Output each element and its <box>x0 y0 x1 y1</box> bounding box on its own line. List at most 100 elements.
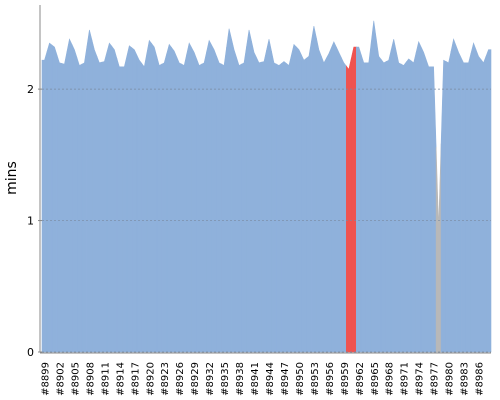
area-segment <box>341 57 347 353</box>
area-segment <box>410 52 417 353</box>
area-segment <box>131 47 138 353</box>
area-segment <box>126 45 133 353</box>
x-tick-label: #8986 <box>475 362 486 396</box>
x-tick-label: #8920 <box>145 362 156 396</box>
x-tick-label: #8980 <box>445 362 456 396</box>
x-tick-label: #8932 <box>205 362 216 396</box>
area-segment <box>291 43 297 353</box>
area-segment <box>206 39 212 353</box>
area-segment <box>141 53 148 353</box>
area-segment <box>276 62 282 353</box>
x-tick-label: #8947 <box>280 362 291 396</box>
area-segment <box>61 51 68 353</box>
area-segment <box>281 61 287 353</box>
area-segment <box>316 37 322 353</box>
area-segment <box>306 41 312 353</box>
area-segment <box>231 39 237 353</box>
x-tick-label: #8950 <box>295 362 306 396</box>
x-tick-label: #8974 <box>415 362 426 396</box>
area-segment <box>226 28 232 353</box>
area-segment <box>236 57 242 353</box>
area-segment <box>66 38 73 353</box>
area-segment <box>360 54 367 353</box>
x-tick-label: #8914 <box>115 362 126 396</box>
area-segment <box>445 50 452 353</box>
area-segment <box>71 44 78 353</box>
area-segment <box>480 56 487 353</box>
area-segment <box>101 52 108 353</box>
area-segment <box>400 61 407 353</box>
area-segment <box>321 56 327 353</box>
area-segment <box>425 59 432 353</box>
area-segment <box>355 46 362 353</box>
area-segment <box>161 53 168 353</box>
area-segment <box>166 43 173 353</box>
area-segment <box>450 38 457 353</box>
area-segment <box>41 51 48 353</box>
area-segment <box>346 58 352 353</box>
area-segment <box>56 54 63 353</box>
area-segment <box>121 56 128 353</box>
x-tick-label: #8971 <box>400 362 411 396</box>
x-tick-label: #8905 <box>70 362 81 396</box>
area-segment <box>76 57 83 353</box>
x-tick-label: #8944 <box>265 362 276 396</box>
y-tick-label: 2 <box>27 83 34 96</box>
area-segment <box>331 41 337 353</box>
x-tick-label: #8923 <box>160 362 171 396</box>
x-tick-label: #8977 <box>430 362 441 396</box>
area-segment <box>96 56 103 353</box>
x-tick-label: #8902 <box>55 362 66 396</box>
area-segment <box>420 46 427 353</box>
area-segment <box>81 46 88 353</box>
area-segment <box>390 39 397 353</box>
area-segment <box>151 42 158 353</box>
y-axis-label: mins <box>4 161 20 195</box>
x-tick-label: #8941 <box>250 362 261 396</box>
area-segment <box>440 59 447 353</box>
area-segment <box>375 38 382 353</box>
area-segment <box>156 56 163 353</box>
x-tick-label: #8959 <box>340 362 351 396</box>
area-segment <box>301 54 307 353</box>
x-tick-label: #8965 <box>370 362 381 396</box>
area-segment <box>370 20 377 353</box>
area-segment <box>181 54 187 353</box>
x-tick-label: #8938 <box>235 362 246 396</box>
area-segment <box>116 58 123 353</box>
area-segment <box>455 45 462 353</box>
area-segment <box>395 50 402 353</box>
x-tick-label: #8899 <box>40 362 51 396</box>
area-segment <box>415 40 422 353</box>
area-segment <box>176 56 182 353</box>
area-segment <box>201 51 207 353</box>
x-tick-label: #8908 <box>85 362 96 396</box>
area-segment <box>266 39 272 353</box>
x-tick-label: #8956 <box>325 362 336 396</box>
area-segment <box>136 54 143 353</box>
x-tick-label: #8929 <box>190 362 201 396</box>
area-segment <box>460 57 467 353</box>
area-segment <box>211 44 217 353</box>
area-segment <box>241 46 247 353</box>
x-tick-label: #8935 <box>220 362 231 396</box>
area-segment <box>196 58 202 353</box>
area-segment <box>256 57 262 353</box>
area-segment <box>146 39 153 353</box>
area-segment <box>191 47 197 353</box>
y-tick-label: 1 <box>27 215 34 228</box>
area-segment <box>380 58 387 353</box>
area-segment <box>365 41 372 353</box>
area-segment <box>261 50 267 353</box>
y-tick-label: 0 <box>27 346 34 359</box>
area-segment <box>405 58 412 353</box>
area-segment <box>465 52 472 353</box>
x-tick-label: #8983 <box>460 362 471 396</box>
area-segment <box>91 39 98 353</box>
area-segment <box>216 56 222 353</box>
area-segment <box>336 46 342 353</box>
area-segment <box>385 49 392 353</box>
area-segment <box>221 47 227 353</box>
x-tick-label: #8953 <box>310 362 321 396</box>
